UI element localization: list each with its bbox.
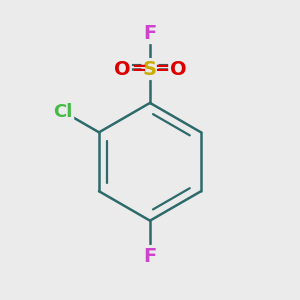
Text: S: S — [143, 59, 157, 79]
Text: Cl: Cl — [53, 103, 73, 121]
Text: F: F — [143, 24, 157, 43]
Text: O: O — [170, 59, 186, 79]
Text: O: O — [114, 59, 130, 79]
Text: =: = — [154, 60, 169, 78]
Text: F: F — [143, 247, 157, 266]
Text: =: = — [131, 60, 146, 78]
